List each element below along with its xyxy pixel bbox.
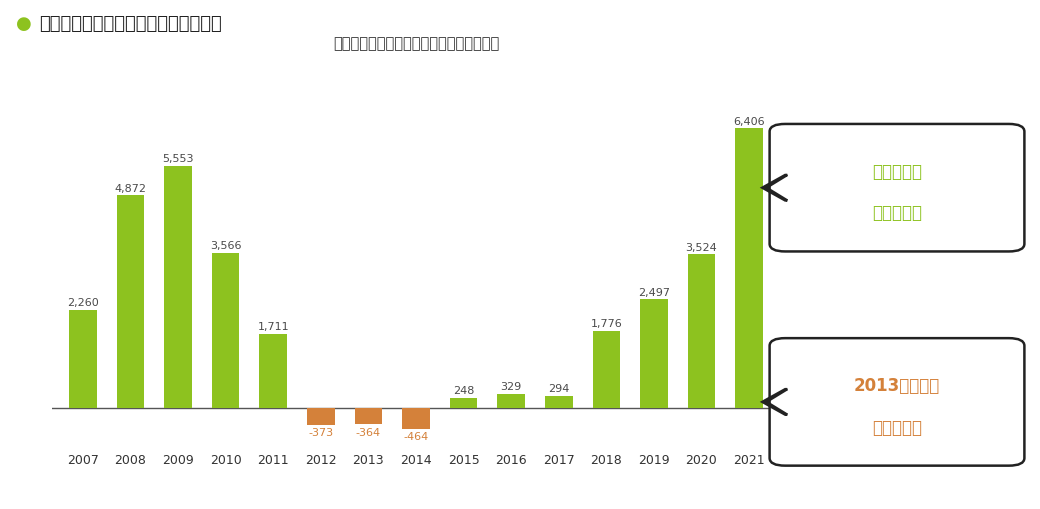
- Text: 2,497: 2,497: [638, 287, 670, 297]
- Bar: [164, 166, 192, 409]
- Text: -464: -464: [404, 432, 428, 441]
- Text: 赤字が続く: 赤字が続く: [872, 418, 922, 436]
- Text: 近年業績が: 近年業績が: [872, 162, 922, 181]
- Bar: [449, 398, 477, 409]
- Text: -373: -373: [308, 428, 334, 438]
- Bar: [116, 196, 145, 409]
- Text: 329: 329: [500, 382, 522, 392]
- Text: ●: ●: [16, 15, 31, 33]
- Text: 1,711: 1,711: [258, 321, 289, 331]
- Text: 248: 248: [452, 385, 474, 395]
- Bar: [735, 129, 763, 409]
- Bar: [545, 396, 573, 409]
- Text: 3,524: 3,524: [685, 242, 718, 252]
- Text: 1,776: 1,776: [591, 319, 622, 328]
- Bar: [355, 409, 383, 425]
- Bar: [593, 331, 620, 409]
- Text: 5,553: 5,553: [162, 154, 193, 164]
- Bar: [687, 255, 716, 409]
- Bar: [307, 409, 335, 425]
- Bar: [402, 409, 430, 429]
- Text: 294: 294: [548, 383, 570, 393]
- Text: 2013年前後は: 2013年前後は: [854, 376, 940, 394]
- Text: -364: -364: [356, 427, 381, 437]
- Text: 任天堂：営業利益（損失）の推移（億円）: 任天堂：営業利益（損失）の推移（億円）: [333, 36, 499, 51]
- Bar: [212, 253, 239, 409]
- Bar: [259, 334, 287, 409]
- Bar: [640, 300, 668, 409]
- Text: 仕説を検証：任天堂はずっと好業績？: 仕説を検証：任天堂はずっと好業績？: [40, 15, 223, 33]
- Text: 大きく回復: 大きく回復: [872, 204, 922, 222]
- Text: 6,406: 6,406: [733, 117, 764, 127]
- Bar: [497, 394, 525, 409]
- Text: 2,260: 2,260: [67, 297, 99, 307]
- Text: 4,872: 4,872: [114, 184, 147, 193]
- Text: 3,566: 3,566: [210, 240, 241, 250]
- Bar: [69, 310, 97, 409]
